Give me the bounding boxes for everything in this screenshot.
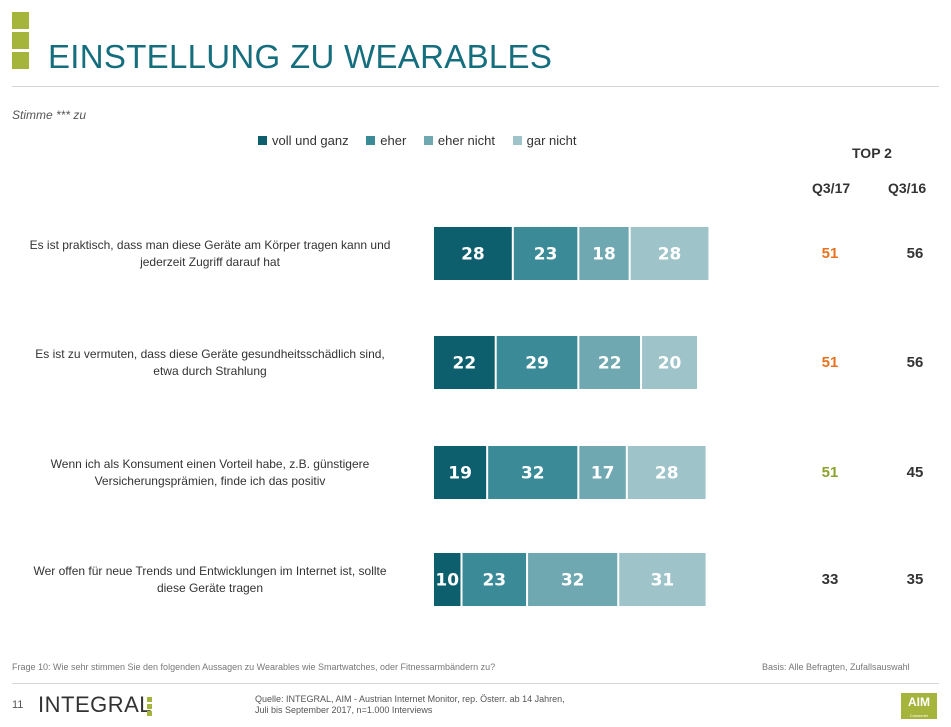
statement-line: etwa durch Strahlung bbox=[153, 363, 267, 378]
legend-swatch bbox=[258, 136, 267, 145]
top2-value-q3-16: 45 bbox=[906, 463, 924, 481]
footer-divider bbox=[12, 683, 939, 684]
bar-segment bbox=[434, 553, 461, 606]
aim-logo-sub: Consumer bbox=[909, 713, 929, 718]
bar-segment bbox=[642, 336, 698, 389]
bar-data-label: 28 bbox=[461, 245, 485, 265]
page-title: EINSTELLUNG ZU WEARABLES bbox=[48, 38, 553, 75]
bar-segment bbox=[528, 553, 618, 606]
legend-label: gar nicht bbox=[526, 133, 577, 148]
logo-square bbox=[12, 32, 29, 49]
aim-logo: AIM Consumer bbox=[901, 693, 937, 719]
footer-question: Frage 10: Wie sehr stimmen Sie den folge… bbox=[12, 662, 496, 672]
statement-line: jederzeit Zugriff darauf hat bbox=[140, 254, 280, 269]
bar-segment bbox=[579, 446, 626, 499]
bar-segment bbox=[579, 336, 641, 389]
legend-swatch bbox=[512, 136, 522, 145]
logo-square bbox=[12, 52, 29, 69]
bar-segment bbox=[434, 446, 487, 499]
bar-data-label: 20 bbox=[658, 354, 682, 374]
source-line-1: Quelle: INTEGRAL, AIM - Austrian Interne… bbox=[255, 694, 565, 704]
bar-segment bbox=[619, 553, 706, 606]
top2-value-q3-16: 35 bbox=[906, 570, 924, 588]
statement-line: Wenn ich als Konsument einen Vorteil hab… bbox=[50, 456, 370, 471]
bar-data-label: 28 bbox=[655, 464, 679, 484]
top2-value-q3-16: 56 bbox=[906, 244, 924, 262]
bar-segment bbox=[630, 227, 709, 280]
bar-data-label: 32 bbox=[521, 464, 545, 484]
statement-line: Wer offen für neue Trends und Entwicklun… bbox=[33, 563, 387, 578]
bar-data-label: 29 bbox=[525, 354, 549, 374]
bar-data-label: 10 bbox=[435, 571, 459, 591]
bar-segment bbox=[496, 336, 578, 389]
statement-label: Wenn ich als Konsument einen Vorteil hab… bbox=[0, 456, 420, 490]
statement-line: Versicherungsprämien, finde ich das posi… bbox=[94, 473, 326, 488]
bar-data-label: 28 bbox=[658, 245, 682, 265]
top2-value-q3-17: 51 bbox=[821, 353, 839, 371]
legend-swatch bbox=[366, 136, 376, 145]
source-line-2: Juli bis September 2017, n=1.000 Intervi… bbox=[255, 705, 433, 715]
legend-item-eher-nicht: eher nicht bbox=[423, 133, 495, 148]
bar-data-label: 19 bbox=[448, 464, 472, 484]
bar-data-label: 32 bbox=[561, 571, 585, 591]
statement-label: Wer offen für neue Trends und Entwicklun… bbox=[0, 563, 420, 597]
legend-label: voll und ganz bbox=[272, 133, 349, 148]
bar-data-label: 22 bbox=[453, 354, 477, 374]
bar-data-label: 23 bbox=[482, 571, 506, 591]
title-divider bbox=[12, 86, 939, 87]
chart-legend: voll und ganz eher eher nicht gar nicht bbox=[258, 133, 591, 148]
top2-value-q3-17: 51 bbox=[821, 463, 839, 481]
integral-logo-mark bbox=[147, 697, 152, 718]
statement-line: diese Geräte tragen bbox=[156, 580, 264, 595]
bar-data-label: 18 bbox=[592, 245, 616, 265]
statement-label: Es ist praktisch, dass man diese Geräte … bbox=[0, 237, 420, 271]
legend-item-gar-nicht: gar nicht bbox=[512, 133, 577, 148]
bar-segment bbox=[462, 553, 527, 606]
top2-value-q3-17: 51 bbox=[821, 244, 839, 262]
top2-heading: TOP 2 bbox=[852, 145, 892, 161]
bar-segment bbox=[579, 227, 629, 280]
footer-basis: Basis: Alle Befragten, Zufallsauswahl bbox=[762, 662, 910, 672]
statement-line: Es ist zu vermuten, dass diese Geräte ge… bbox=[35, 346, 385, 361]
top2-column-q3-17: Q3/17 bbox=[812, 180, 851, 196]
bar-segment bbox=[434, 336, 495, 389]
legend-item-voll-und-ganz: voll und ganz bbox=[258, 133, 349, 148]
logo-square bbox=[12, 12, 29, 29]
aim-logo-text: AIM bbox=[908, 695, 930, 709]
integral-logo: INTEGRAL bbox=[38, 692, 153, 717]
top2-value-q3-16: 56 bbox=[906, 353, 924, 371]
legend-label: eher nicht bbox=[437, 133, 495, 148]
top2-value-q3-17: 33 bbox=[821, 570, 839, 588]
top2-column-q3-16: Q3/16 bbox=[888, 180, 927, 196]
bar-data-label: 17 bbox=[591, 464, 615, 484]
bar-segment bbox=[627, 446, 706, 499]
logo-squares bbox=[12, 12, 29, 72]
bar-data-label: 22 bbox=[598, 354, 622, 374]
bar-segment bbox=[434, 227, 512, 280]
legend-swatch bbox=[423, 136, 433, 145]
bar-data-label: 23 bbox=[534, 245, 558, 265]
statement-line: Es ist praktisch, dass man diese Geräte … bbox=[29, 237, 391, 252]
statement-label: Es ist zu vermuten, dass diese Geräte ge… bbox=[0, 346, 420, 380]
bar-segment bbox=[513, 227, 578, 280]
source-note: Quelle: INTEGRAL, AIM - Austrian Interne… bbox=[255, 694, 565, 716]
page-number: 11 bbox=[12, 699, 24, 711]
chart-subtitle: Stimme *** zu bbox=[12, 108, 87, 122]
legend-item-eher: eher bbox=[366, 133, 406, 148]
legend-label: eher bbox=[380, 133, 407, 148]
bar-segment bbox=[488, 446, 578, 499]
bar-data-label: 31 bbox=[651, 571, 675, 591]
